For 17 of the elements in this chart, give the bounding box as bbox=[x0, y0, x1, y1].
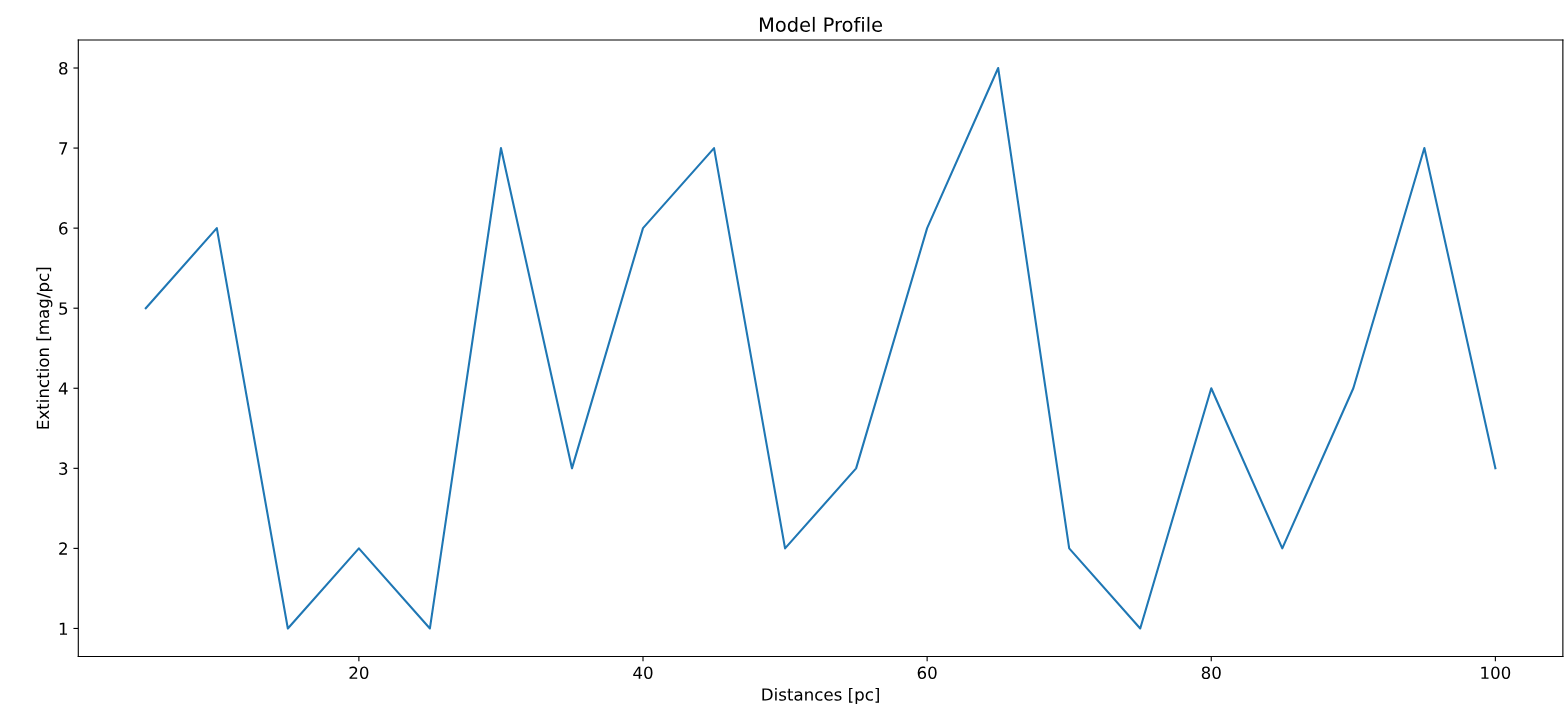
x-tick-label: 20 bbox=[349, 666, 369, 680]
y-tick-label: 8 bbox=[59, 61, 68, 75]
y-tick-label: 5 bbox=[59, 302, 68, 315]
y-tick-label: 7 bbox=[59, 142, 68, 155]
chart-title: Model Profile bbox=[759, 16, 883, 32]
y-tick-label: 4 bbox=[58, 382, 68, 395]
x-tick-label: 40 bbox=[633, 666, 653, 680]
y-tick-label: 1 bbox=[59, 622, 68, 635]
line-series bbox=[144, 66, 1497, 630]
y-axis-title: Extinction [mag/pc] bbox=[36, 267, 53, 429]
y-tick-label: 6 bbox=[59, 222, 68, 235]
y-tick-label: 3 bbox=[59, 462, 68, 475]
x-axis-title: Distances [pc] bbox=[762, 687, 879, 705]
x-tick-label: 60 bbox=[917, 666, 937, 680]
x-tick-label: 80 bbox=[1201, 666, 1221, 680]
y-tick-label: 2 bbox=[59, 542, 67, 555]
x-tick-label: 100 bbox=[1481, 666, 1511, 680]
